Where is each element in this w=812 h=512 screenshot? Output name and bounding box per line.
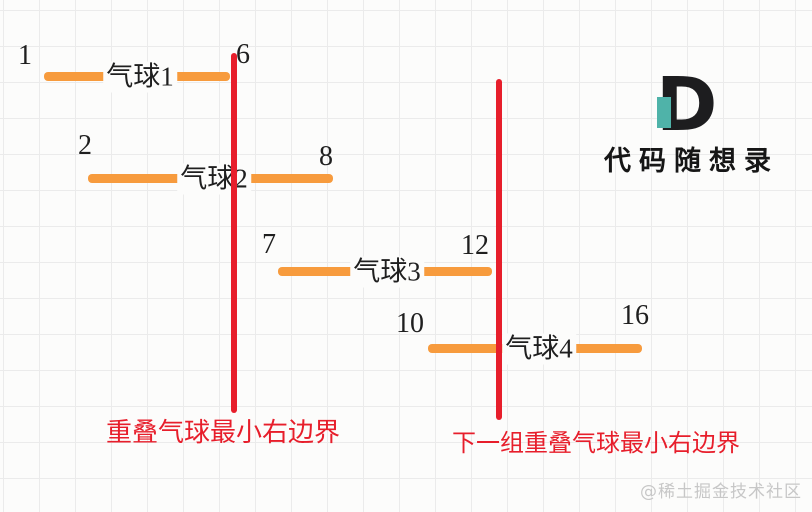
watermark-text: @稀土掘金技术社区 [640,482,802,502]
balloon1-end-value: 6 [236,39,250,70]
balloon3-end-value: 12 [461,230,489,261]
boundary1-caption: 重叠气球最小右边界 [106,418,341,447]
balloon2-start-value: 2 [78,130,92,161]
boundary2-caption: 下一组重叠气球最小右边界 [452,431,740,457]
balloon1-label: 气球1 [103,61,177,93]
balloon2-label: 气球2 [177,163,251,195]
min-right-boundary-line-2 [496,79,502,420]
balloon4-start-value: 10 [396,308,424,339]
balloon3-start-value: 7 [262,229,276,260]
balloon2-end-value: 8 [319,141,333,172]
logo-teal-accent [657,97,671,128]
balloon4-end-value: 16 [621,300,649,331]
balloon3-label: 气球3 [350,256,424,288]
balloon1-start-value: 1 [18,40,32,71]
balloon4-label: 气球4 [502,333,576,365]
min-right-boundary-line-1 [231,53,237,413]
logo-brand-text: 代码随想录 [604,146,779,176]
